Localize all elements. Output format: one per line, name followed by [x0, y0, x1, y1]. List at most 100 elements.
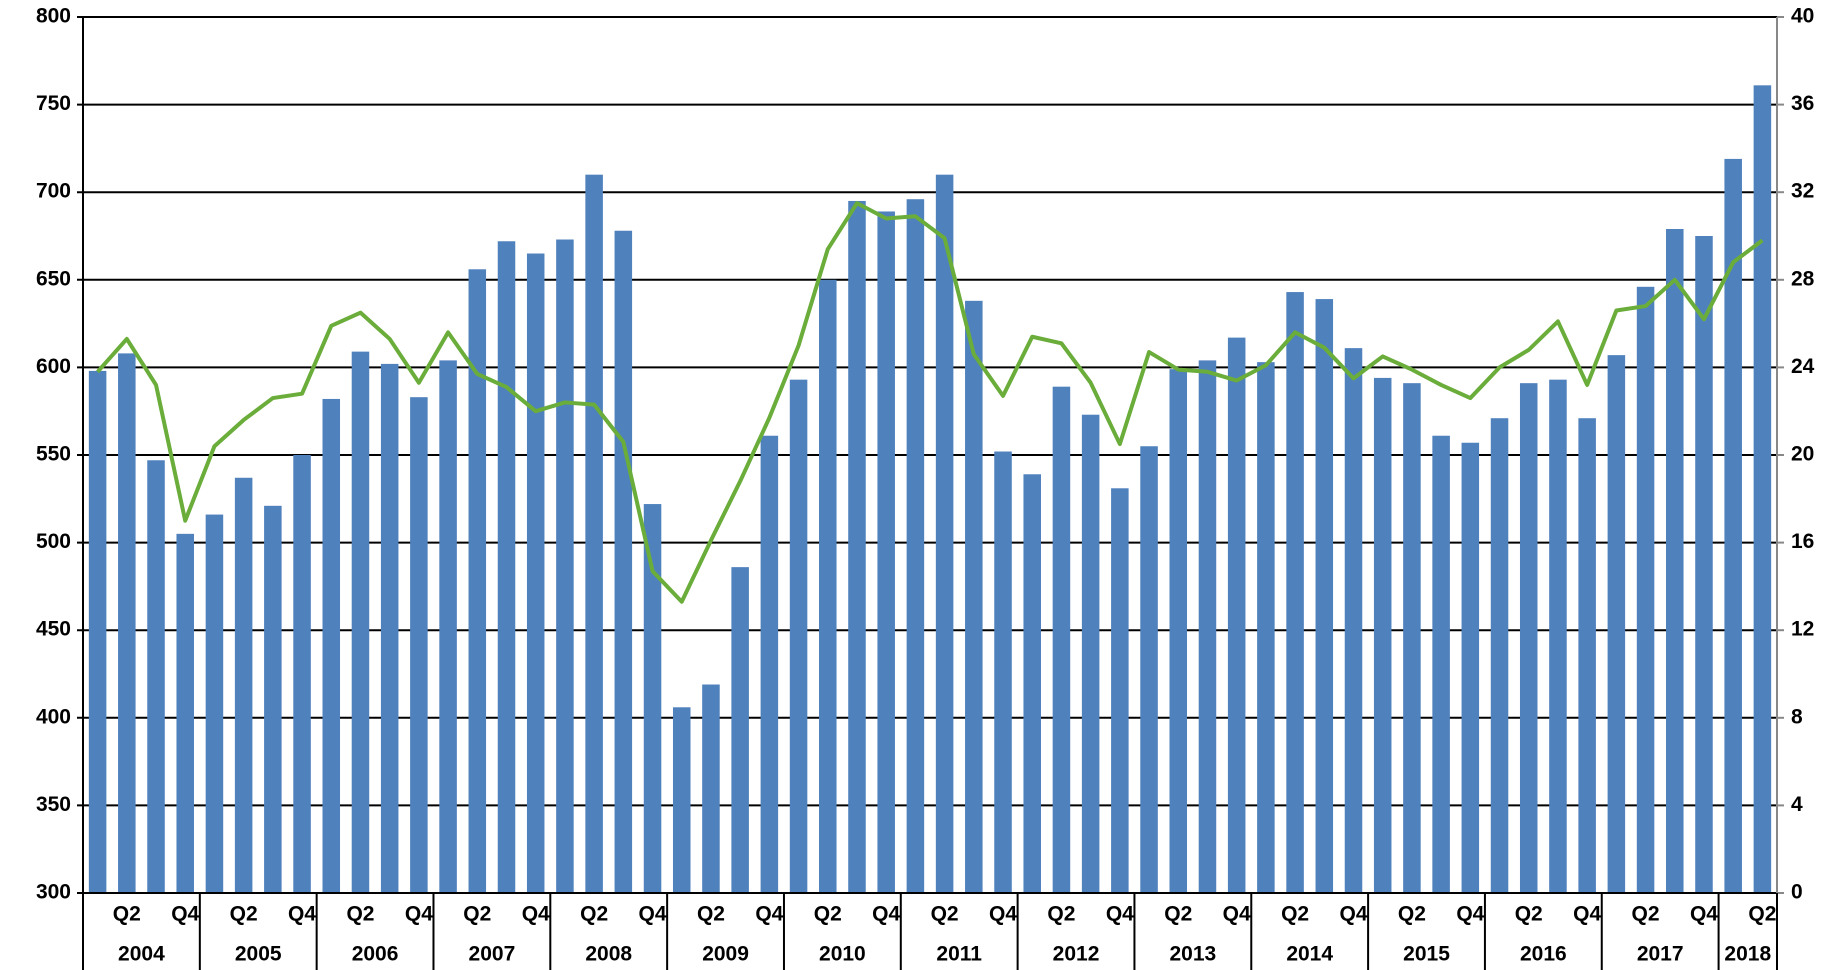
bar — [497, 241, 516, 894]
x-tick-label: Q2 — [697, 903, 725, 926]
x-tick-label: Q4 — [1456, 903, 1484, 926]
year-label: 2016 — [1520, 943, 1567, 966]
bar — [1636, 286, 1655, 894]
bar — [877, 211, 895, 894]
bar — [643, 504, 662, 893]
bar — [965, 300, 983, 894]
bar — [1081, 414, 1100, 893]
x-tick-label: Q4 — [1690, 903, 1718, 926]
x-tick-label: Q2 — [1515, 903, 1543, 926]
bar — [1695, 236, 1713, 893]
bar — [1490, 418, 1509, 893]
x-tick-label: Q2 — [1398, 903, 1426, 926]
bar — [468, 269, 487, 894]
bar — [1169, 369, 1188, 894]
y-tick-label: 400 — [36, 705, 71, 728]
year-label: 2005 — [235, 943, 282, 966]
year-label: 2018 — [1724, 943, 1771, 966]
bar — [1052, 386, 1071, 893]
year-label: 2013 — [1170, 943, 1217, 966]
year-label: 2017 — [1637, 943, 1684, 966]
bar — [1373, 377, 1392, 893]
bar — [380, 363, 399, 893]
bar — [906, 199, 925, 893]
bar — [702, 684, 720, 893]
y2-tick-label: 32 — [1791, 180, 1814, 203]
year-label: 2015 — [1403, 943, 1450, 966]
bar — [994, 451, 1012, 893]
bar — [1140, 446, 1158, 893]
year-label: 2009 — [702, 943, 749, 966]
y2-tick-label: 24 — [1791, 355, 1815, 378]
bar — [410, 397, 428, 893]
bar — [1549, 379, 1567, 893]
x-tick-label: Q2 — [1047, 903, 1075, 926]
y2-tick-label: 36 — [1791, 92, 1814, 115]
x-tick-label: Q4 — [405, 903, 433, 926]
x-tick-label: Q2 — [1281, 903, 1309, 926]
bar — [1111, 488, 1129, 893]
y2-tick-label: 0 — [1791, 881, 1803, 904]
bar — [1257, 362, 1275, 893]
bar — [1461, 442, 1480, 893]
bar — [351, 351, 370, 894]
bar — [614, 230, 633, 893]
year-label: 2004 — [118, 943, 165, 966]
y2-tick-label: 40 — [1791, 5, 1814, 28]
bar — [672, 707, 691, 893]
y2-tick-label: 12 — [1791, 618, 1814, 641]
year-label: 2007 — [469, 943, 516, 966]
x-tick-label: Q2 — [113, 903, 141, 926]
bar — [935, 174, 954, 893]
bar — [293, 455, 311, 893]
y-tick-label: 350 — [36, 793, 71, 816]
bar — [147, 460, 165, 893]
x-tick-label: Q4 — [522, 903, 550, 926]
year-label: 2012 — [1053, 943, 1100, 966]
year-label: 2011 — [936, 943, 982, 966]
bar — [789, 379, 808, 893]
y2-tick-label: 20 — [1791, 443, 1814, 466]
y-tick-label: 700 — [36, 180, 71, 203]
x-tick-label: Q4 — [639, 903, 667, 926]
y2-tick-label: 8 — [1791, 705, 1803, 728]
bar — [322, 398, 341, 893]
bar — [819, 279, 837, 893]
x-tick-label: Q4 — [171, 903, 199, 926]
bar — [1724, 158, 1742, 894]
x-tick-label: Q2 — [580, 903, 608, 926]
bar — [439, 360, 457, 894]
x-tick-label: Q4 — [1339, 903, 1367, 926]
y2-tick-label: 4 — [1791, 793, 1803, 816]
year-label: 2014 — [1286, 943, 1333, 966]
x-tick-label: Q4 — [1223, 903, 1251, 926]
x-tick-label: Q2 — [230, 903, 258, 926]
bar — [205, 514, 224, 893]
bar — [556, 239, 574, 893]
bar — [1023, 474, 1041, 893]
y2-tick-label: 28 — [1791, 267, 1815, 290]
y-tick-label: 550 — [36, 443, 71, 466]
line — [96, 201, 1764, 604]
x-tick-label: Q2 — [931, 903, 959, 926]
bar — [526, 253, 545, 893]
x-tick-label: Q4 — [755, 903, 783, 926]
x-tick-label: Q4 — [288, 903, 316, 926]
bar — [848, 200, 866, 893]
bar — [731, 567, 749, 893]
bar — [176, 533, 194, 893]
y-tick-label: 500 — [36, 530, 71, 553]
bar — [1519, 383, 1538, 893]
bar — [1227, 337, 1246, 894]
bar — [234, 477, 253, 893]
x-tick-label: Q2 — [1164, 903, 1192, 926]
bar — [1607, 355, 1626, 893]
bar — [1578, 418, 1596, 893]
x-tick-label: Q2 — [1748, 903, 1776, 926]
bar — [1753, 85, 1772, 893]
x-tick-label: Q2 — [463, 903, 491, 926]
y-tick-label: 300 — [36, 881, 71, 904]
bar — [585, 174, 603, 893]
x-tick-label: Q4 — [1573, 903, 1601, 926]
